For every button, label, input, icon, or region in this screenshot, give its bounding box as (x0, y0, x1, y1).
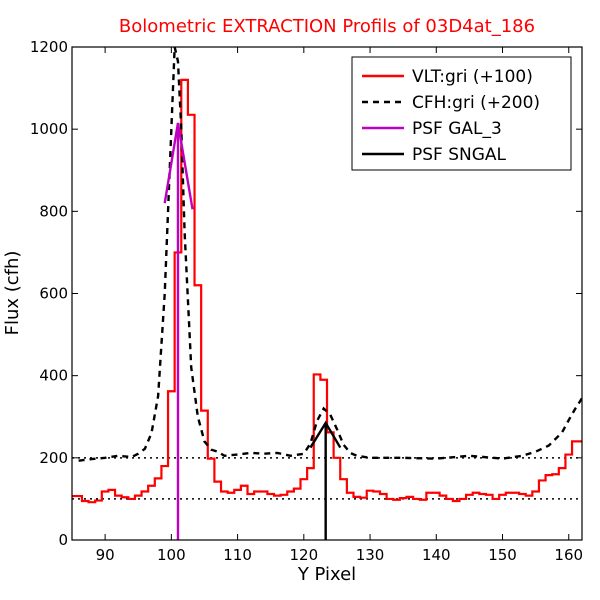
y-tick-label: 800 (39, 202, 68, 220)
series-psf-sngal (309, 420, 342, 449)
legend-entry-cfh-gri-200: CFH:gri (+200) (362, 93, 540, 113)
y-axis-label: Flux (cfh) (2, 251, 23, 336)
x-tick-label: 100 (157, 546, 186, 564)
legend-entries: VLT:gri (+100) CFH:gri (+200) PSF GAL_3 PSF… (362, 67, 540, 165)
x-tick-label: 160 (554, 546, 583, 564)
legend-entry-psf-gal-3: PSF GAL_3 (362, 119, 502, 139)
psf-marker-lines (176, 123, 327, 540)
x-tick-label: 150 (488, 546, 517, 564)
legend-entry-vlt-gri-100: VLT:gri (+100) (362, 67, 533, 87)
legend-label: VLT:gri (+100) (412, 67, 533, 87)
x-tick-label: 140 (422, 546, 451, 564)
x-axis-label: Y Pixel (297, 564, 356, 585)
chart-title: Bolometric EXTRACTION Profils of 03D4at_… (119, 16, 535, 37)
reference-lines (72, 457, 582, 500)
legend-label: CFH:gri (+200) (412, 93, 540, 113)
legend-label: PSF GAL_3 (412, 119, 502, 139)
y-tick-label: 0 (58, 531, 68, 549)
legend-entry-psf-sngal: PSF SNGAL (362, 145, 507, 165)
axis-ticks (72, 46, 582, 541)
series-cfh-gri-200 (78, 47, 582, 462)
x-tick-labels: 90 100 110 120 130 140 150 160 (96, 546, 584, 564)
y-tick-labels: 0 200 400 600 800 1000 1200 (30, 38, 68, 549)
x-tick-label: 90 (96, 546, 115, 564)
x-tick-label: 110 (223, 546, 252, 564)
y-tick-label: 600 (39, 285, 68, 303)
y-tick-label: 400 (39, 367, 68, 385)
legend: VLT:gri (+100) CFH:gri (+200) PSF GAL_3 PSF… (351, 56, 572, 171)
legend-label: PSF SNGAL (412, 145, 507, 165)
x-tick-label: 130 (356, 546, 385, 564)
series-psf-gal-3 (163, 122, 194, 210)
series-vlt-gri-100 (72, 78, 582, 504)
x-tick-label: 120 (289, 546, 318, 564)
y-tick-label: 1000 (30, 120, 68, 138)
series-layer (72, 47, 582, 504)
y-tick-label: 1200 (30, 38, 68, 56)
y-tick-label: 200 (39, 449, 68, 467)
